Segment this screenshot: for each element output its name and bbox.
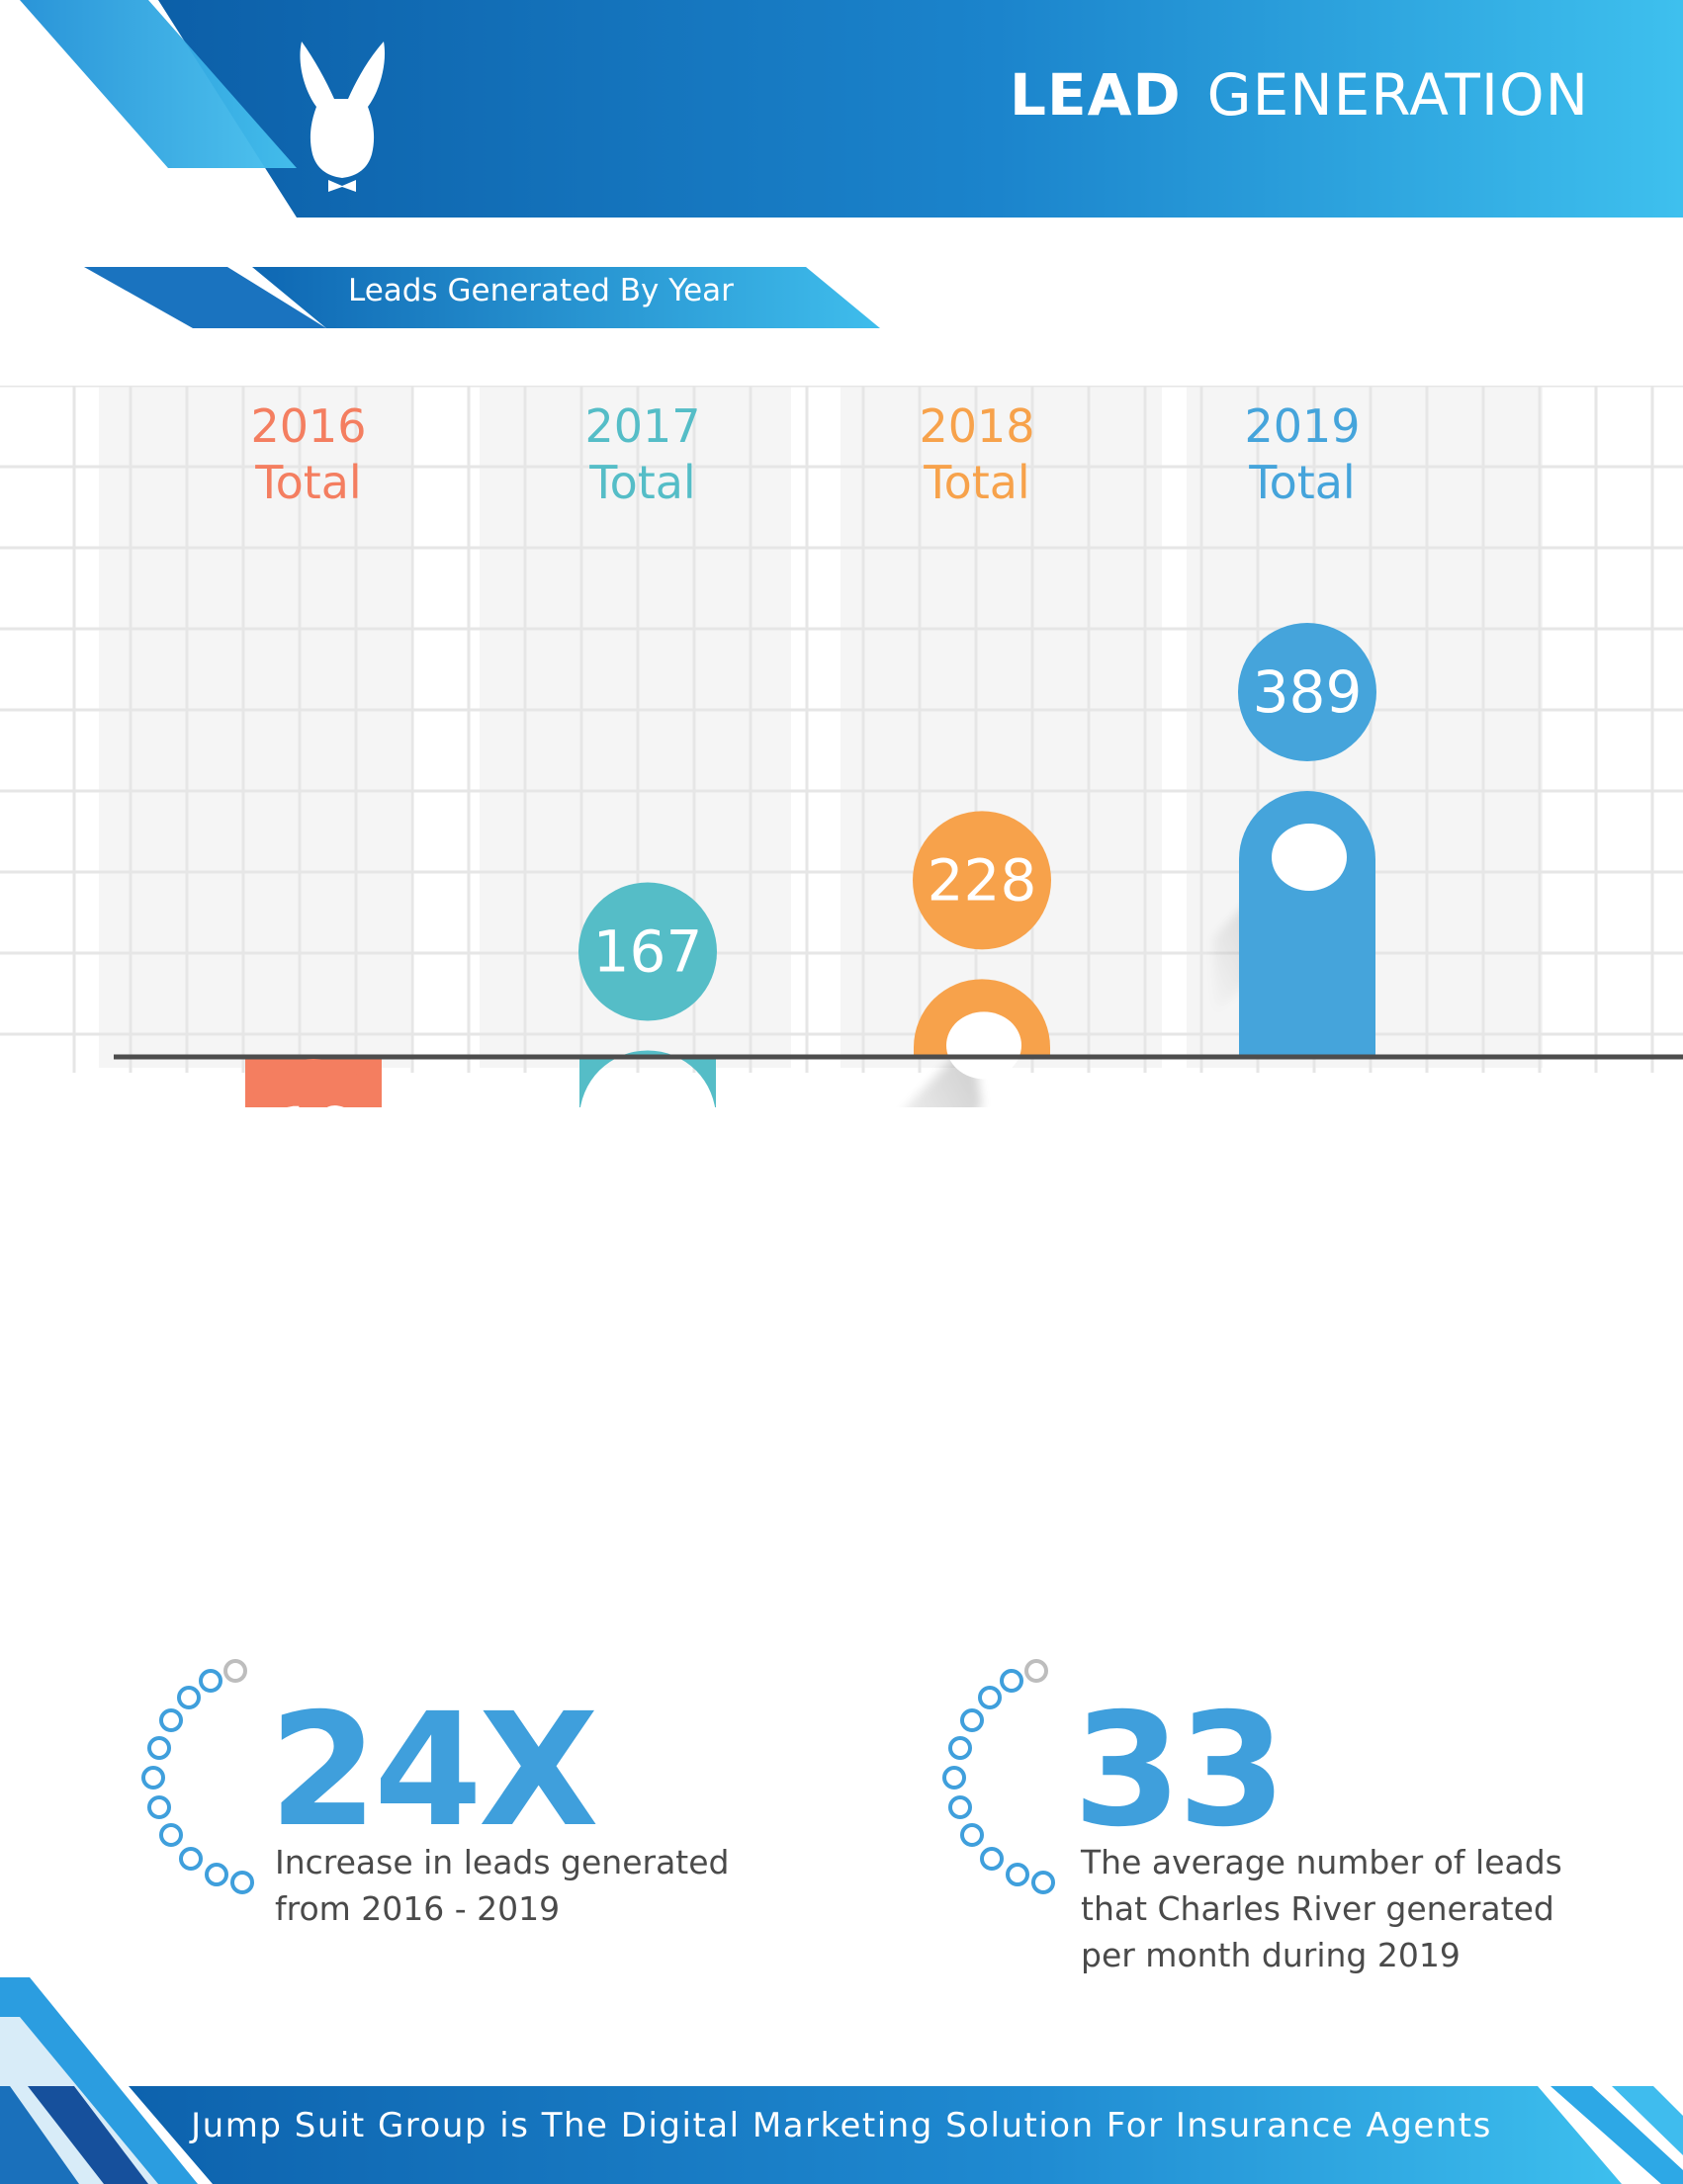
stat-average-caption: The average number of leads that Charles… (1081, 1839, 1562, 1978)
leads-bar-chart: 162016Total1672017Total2282018Total38920… (0, 386, 1683, 1107)
ring-dot (1031, 1871, 1055, 1894)
ring-dot (948, 1795, 972, 1819)
year-label-2019: 2019 (1244, 399, 1360, 453)
total-label-2018: Total (923, 456, 1029, 509)
ring-dot (159, 1823, 183, 1847)
page-title: LEAD GENERATION (1010, 61, 1589, 129)
stat-average-line1: The average number of leads (1081, 1843, 1562, 1881)
ring-dot (960, 1708, 984, 1732)
ring-dot (141, 1766, 165, 1790)
title-bold: LEAD (1010, 61, 1182, 129)
donkey-head-bowtie-logo-icon (300, 42, 386, 192)
total-label-2019: Total (1248, 456, 1355, 509)
stat-increase-caption: Increase in leads generated from 2016 - … (275, 1839, 730, 1932)
footer-banner (0, 1977, 1683, 2184)
stat-average-line2: that Charles River generated (1081, 1889, 1554, 1928)
ring-dot (980, 1847, 1004, 1871)
total-label-2016: Total (254, 456, 361, 509)
ring-dot (159, 1708, 183, 1732)
value-bubble-2018 (913, 811, 1051, 950)
ring-dot (177, 1686, 201, 1709)
stat-average-line3: per month during 2019 (1081, 1936, 1461, 1974)
year-label-2018: 2018 (919, 399, 1034, 453)
ring-dot (960, 1823, 984, 1847)
ring-dot (205, 1863, 228, 1886)
ring-dot (199, 1669, 222, 1693)
stat-increase-line2: from 2016 - 2019 (275, 1889, 561, 1928)
chart-grid (0, 386, 1683, 1073)
ring-dot (147, 1795, 171, 1819)
value-label-2017: 167 (593, 917, 703, 985)
bar-knob-2017 (613, 1083, 686, 1107)
bar-knob-2018 (946, 1011, 1021, 1080)
value-label-2016: 16 (277, 1094, 350, 1107)
ring-dot (948, 1736, 972, 1760)
bar-knob-2019 (1272, 824, 1347, 891)
year-label-2016: 2016 (250, 399, 366, 453)
chart-subtitle: Leads Generated By Year (348, 273, 734, 308)
value-bubble-2019 (1238, 623, 1376, 761)
ring-dot (1000, 1669, 1023, 1693)
ring-dot (179, 1847, 203, 1871)
year-label-2017: 2017 (584, 399, 700, 453)
ring-dot (978, 1686, 1002, 1709)
ring-dot (230, 1871, 254, 1894)
decorative-dot-ring-left (141, 1659, 254, 1894)
subtitle-ribbon (84, 267, 880, 328)
header-banner (20, 0, 1683, 218)
value-bubble-2017 (578, 882, 717, 1021)
value-bubble-2016 (247, 1059, 380, 1107)
stat-increase-value: 24X (269, 1680, 599, 1862)
footer-tagline: Jump Suit Group is The Digital Marketing… (191, 2106, 1492, 2145)
stat-increase-line1: Increase in leads generated (275, 1843, 730, 1881)
ring-dot (942, 1766, 966, 1790)
ring-dot (1006, 1863, 1029, 1886)
ring-dot (1024, 1659, 1048, 1683)
value-label-2019: 389 (1253, 658, 1363, 726)
stat-average-value: 33 (1073, 1680, 1286, 1862)
total-label-2017: Total (588, 456, 695, 509)
decorative-dot-ring-right (942, 1659, 1055, 1894)
ring-dot (147, 1736, 171, 1760)
ring-dot (223, 1659, 247, 1683)
title-light: GENERATION (1206, 61, 1589, 129)
value-label-2018: 228 (928, 846, 1037, 914)
